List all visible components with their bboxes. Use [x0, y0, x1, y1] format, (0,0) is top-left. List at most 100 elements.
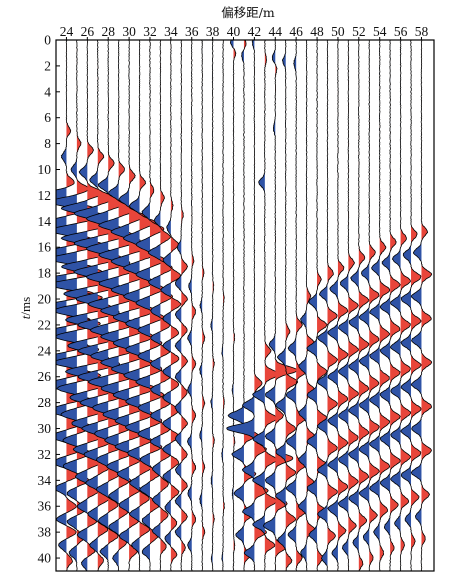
x-tick-label: 56	[394, 24, 408, 39]
trace-wiggle-line	[400, 40, 422, 571]
x-tick-label: 48	[310, 24, 324, 39]
x-tick-label: 46	[289, 24, 303, 39]
trace-44	[263, 40, 298, 571]
x-tick-label: 50	[331, 24, 345, 39]
trace-positive-fill	[369, 40, 380, 571]
y-tick-label: 40	[38, 551, 52, 566]
x-tick-label: 38	[206, 24, 220, 39]
trace-wiggle-line	[306, 40, 328, 571]
y-tick-label: 16	[38, 240, 52, 255]
trace-positive-fill	[285, 40, 298, 571]
y-tick-label: 24	[38, 343, 52, 358]
trace-wiggle-line	[348, 40, 370, 571]
trace-positive-fill	[254, 40, 269, 571]
trace-53	[358, 40, 381, 571]
y-tick-label: 4	[44, 84, 51, 99]
y-axis-label-symbol: t	[18, 315, 33, 319]
trace-wiggle-line	[327, 40, 349, 571]
trace-wiggle-line	[199, 40, 206, 571]
trace-negative-fill	[56, 40, 67, 571]
trace-positive-fill	[160, 40, 173, 571]
y-tick-label: 26	[38, 369, 52, 384]
trace-35	[174, 40, 189, 571]
trace-positive-fill	[139, 40, 158, 571]
plot-frame	[55, 39, 435, 572]
x-tick-label: 42	[248, 24, 262, 39]
trace-wiggle-line	[56, 40, 95, 571]
x-tick-label: 28	[101, 24, 115, 39]
trace-wiggle-line	[60, 40, 116, 571]
x-tick-label: 36	[185, 24, 199, 39]
trace-negative-fill	[252, 40, 265, 571]
x-tick-labels: 24 26 28 30 32 34 36 38 40 42 44 46 48 50 52 54 56 58	[60, 24, 429, 40]
y-tick-label: 38	[38, 525, 52, 540]
trace-group	[56, 40, 433, 571]
trace-positive-fill	[337, 40, 349, 571]
trace-wiggle-line	[174, 40, 189, 571]
trace-wiggle-line	[147, 40, 173, 571]
y-tick-label: 10	[38, 162, 52, 177]
trace-33	[147, 40, 173, 571]
trace-negative-fill	[327, 40, 338, 571]
trace-wiggle-line	[389, 40, 412, 571]
trace-wiggle-line	[263, 40, 298, 571]
trace-38	[210, 40, 215, 571]
y-axis-label-unit: /ms	[18, 297, 33, 316]
trace-wiggle-line	[227, 40, 259, 571]
trace-wiggle-line	[135, 40, 167, 571]
trace-wiggle-line	[230, 40, 237, 571]
y-tick-label: 6	[44, 110, 51, 125]
trace-wiggle-line	[275, 40, 299, 571]
y-tick-label: 34	[38, 473, 52, 488]
trace-negative-fill	[56, 40, 77, 571]
trace-48	[306, 40, 328, 571]
trace-55	[379, 40, 401, 571]
trace-wiggle-line	[285, 40, 307, 571]
y-tick-label: 36	[38, 499, 52, 514]
trace-positive-fill	[108, 40, 133, 571]
trace-negative-fill	[160, 40, 171, 571]
y-tick-label: 18	[38, 266, 52, 281]
x-tick-label: 52	[352, 24, 366, 39]
x-tick-label: 30	[122, 24, 136, 39]
trace-positive-fill	[212, 40, 215, 571]
trace-45	[275, 40, 299, 571]
trace-28	[85, 40, 133, 571]
x-tick-label: 26	[81, 24, 95, 39]
trace-wiggle-line	[358, 40, 381, 571]
trace-wiggle-line	[410, 40, 433, 571]
trace-positive-fill	[411, 40, 422, 571]
trace-negative-fill	[369, 40, 380, 571]
trace-54	[369, 40, 391, 571]
x-tick-label: 32	[143, 24, 157, 39]
trace-32	[135, 40, 167, 571]
trace-negative-fill	[61, 40, 88, 571]
trace-wiggle-line	[85, 40, 133, 571]
trace-positive-fill	[202, 40, 205, 571]
trace-46	[285, 40, 307, 571]
trace-positive-fill	[317, 40, 328, 571]
trace-wiggle-line	[379, 40, 401, 571]
trace-wiggle-line	[160, 40, 182, 571]
chart-title: 偏移距/m	[221, 5, 275, 20]
trace-36	[187, 40, 197, 571]
trace-56	[389, 40, 412, 571]
trace-negative-fill	[187, 40, 192, 571]
y-tick-label: 20	[38, 292, 52, 307]
trace-40	[230, 40, 237, 571]
trace-negative-fill	[298, 40, 307, 571]
trace-34	[160, 40, 182, 571]
trace-negative-fill	[148, 40, 161, 571]
trace-negative-fill	[123, 40, 140, 571]
trace-50	[327, 40, 349, 571]
trace-49	[316, 40, 339, 571]
trace-positive-fill	[348, 40, 359, 571]
y-tick-label: 2	[44, 58, 51, 73]
x-tick-label: 24	[60, 24, 74, 39]
trace-positive-fill	[243, 40, 259, 571]
trace-wiggle-line	[210, 40, 215, 571]
x-tick-label: 58	[415, 24, 429, 39]
trace-52	[348, 40, 370, 571]
